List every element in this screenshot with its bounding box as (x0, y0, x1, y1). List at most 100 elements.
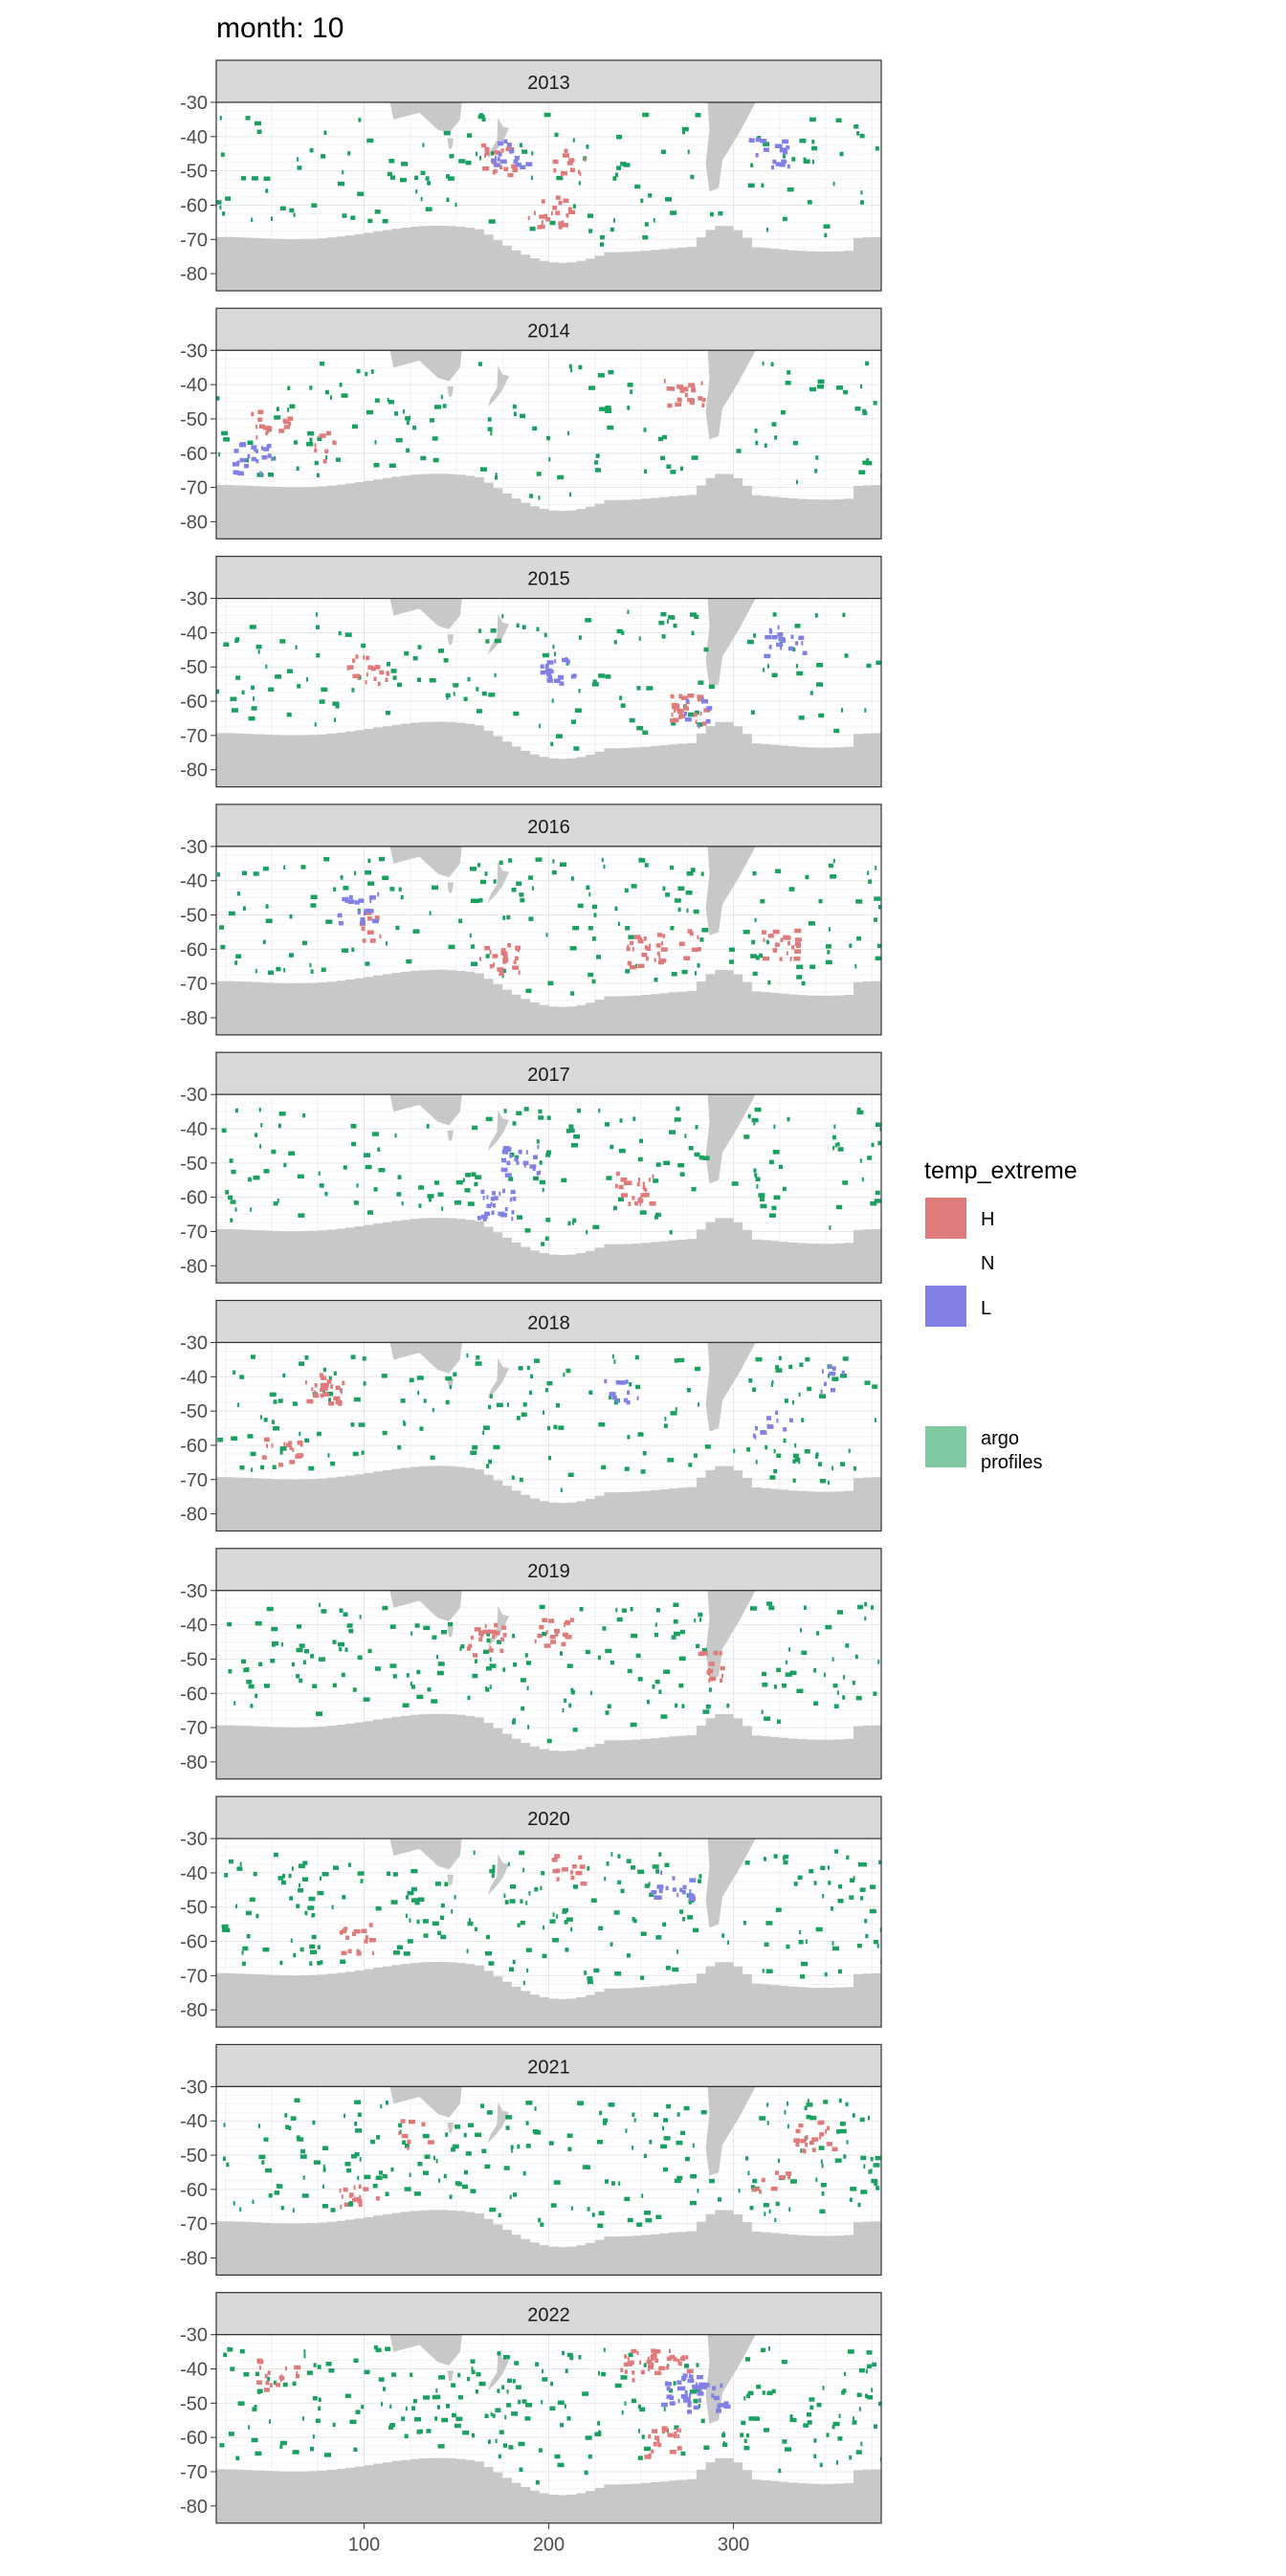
argo-profile-cell (218, 451, 221, 457)
argo-profile-cell (221, 430, 229, 436)
argo-profile-cell (300, 865, 306, 870)
argo-profile-cell (297, 1174, 304, 1179)
y-tick-label: -30 (180, 837, 208, 858)
argo-profile-cell (517, 1215, 522, 1220)
y-tick-label: -70 (180, 2462, 208, 2483)
y-tick-label: -40 (180, 1367, 208, 1388)
low-extreme-cell (238, 471, 244, 476)
high-extreme-cell (570, 1870, 574, 1875)
argo-profile-cell (472, 2433, 475, 2438)
argo-profile-cell (422, 143, 425, 147)
antarctica-land (216, 473, 881, 539)
argo-profile-cell (605, 1710, 610, 1715)
argo-profile-cell (436, 1654, 439, 1660)
argo-profile-cell (806, 2114, 811, 2120)
low-extreme-cell (338, 920, 344, 926)
argo-profile-cell (484, 871, 488, 876)
argo-profile-cell (521, 1412, 527, 1417)
argo-profile-cell (819, 2462, 823, 2468)
argo-profile-cell (812, 160, 814, 165)
high-extreme-cell (484, 153, 486, 158)
high-extreme-cell (645, 1187, 648, 1193)
argo-profile-cell (824, 232, 828, 238)
high-extreme-cell (347, 1949, 352, 1954)
argo-profile-cell (322, 1367, 326, 1373)
low-extreme-cell (831, 1366, 836, 1371)
low-extreme-cell (502, 1188, 505, 1194)
argo-profile-cell (809, 2405, 814, 2411)
argo-profile-cell (427, 1194, 434, 1199)
argo-profile-cell (316, 612, 319, 617)
high-extreme-cell (401, 2133, 409, 2139)
low-extreme-cell (537, 1144, 540, 1150)
argo-profile-cell (521, 1706, 525, 1711)
argo-profile-cell (785, 1672, 792, 1677)
argo-profile-cell (269, 1392, 277, 1398)
argo-profile-cell (519, 1850, 525, 1856)
argo-profile-cell (448, 944, 455, 950)
high-extreme-cell (545, 1630, 548, 1635)
argo-profile-cell (870, 2156, 874, 2162)
argo-profile-cell (348, 1628, 354, 1634)
argo-profile-cell (593, 913, 597, 917)
argo-profile-cell (563, 1907, 568, 1913)
argo-profile-cell (340, 1959, 346, 1964)
low-extreme-cell (627, 1390, 631, 1395)
high-extreme-cell (620, 2367, 624, 2372)
high-extreme-cell (629, 961, 632, 966)
high-extreme-cell (661, 2429, 665, 2434)
argo-profile-cell (444, 1882, 449, 1886)
argo-profile-cell (462, 2430, 470, 2435)
argo-profile-cell (858, 470, 866, 474)
low-extreme-cell (247, 453, 251, 459)
argo-profile-cell (508, 2445, 514, 2450)
argo-profile-cell (803, 1605, 807, 1610)
low-extreme-cell (686, 698, 689, 704)
argo-profile-cell (846, 2140, 849, 2145)
argo-profile-cell (405, 1895, 409, 1900)
argo-profile-cell (344, 2162, 351, 2167)
argo-profile-cell (357, 1871, 365, 1876)
argo-profile-cell (833, 1704, 839, 1708)
high-extreme-cell (654, 958, 656, 962)
argo-profile-cell (367, 881, 375, 886)
argo-profile-cell (455, 2125, 461, 2129)
argo-profile-cell (374, 398, 380, 403)
low-extreme-cell (778, 632, 782, 638)
high-extreme-cell (719, 1651, 722, 1656)
argo-profile-cell (350, 1354, 356, 1359)
argo-profile-cell (418, 1185, 425, 1190)
high-extreme-cell (341, 1950, 347, 1955)
argo-profile-cell (310, 969, 314, 974)
argo-profile-cell (379, 2170, 383, 2175)
argo-profile-cell (540, 2222, 544, 2227)
low-extreme-cell (682, 2373, 688, 2378)
argo-profile-cell (571, 719, 576, 724)
argo-profile-cell (836, 1690, 839, 1695)
high-extreme-cell (796, 943, 801, 949)
argo-profile-cell (618, 1148, 626, 1154)
low-extreme-cell (790, 634, 794, 639)
argo-profile-cell (588, 892, 591, 897)
argo-profile-cell (572, 138, 575, 143)
argo-profile-cell (842, 1180, 849, 1185)
argo-profile-cell (807, 1386, 812, 1392)
argo-profile-cell (616, 165, 622, 170)
argo-profile-cell (671, 1635, 676, 1640)
argo-profile-cell (603, 2347, 606, 2352)
argo-profile-cell (361, 1450, 365, 1455)
argo-profile-cell (819, 1394, 826, 1398)
argo-profile-cell (614, 2383, 622, 2389)
argo-profile-cell (231, 708, 238, 713)
argo-profile-cell (578, 689, 581, 694)
argo-profile-cell (759, 1197, 765, 1201)
argo-profile-cell (854, 407, 861, 411)
argo-profile-cell (235, 675, 241, 680)
argo-profile-cell (501, 2385, 505, 2389)
tasmania-land (447, 882, 455, 893)
high-extreme-cell (542, 1618, 548, 1622)
argo-profile-cell (455, 1179, 463, 1185)
argo-profile-cell (408, 415, 410, 421)
australia-land (389, 2334, 462, 2366)
argo-profile-cell (873, 2163, 880, 2168)
